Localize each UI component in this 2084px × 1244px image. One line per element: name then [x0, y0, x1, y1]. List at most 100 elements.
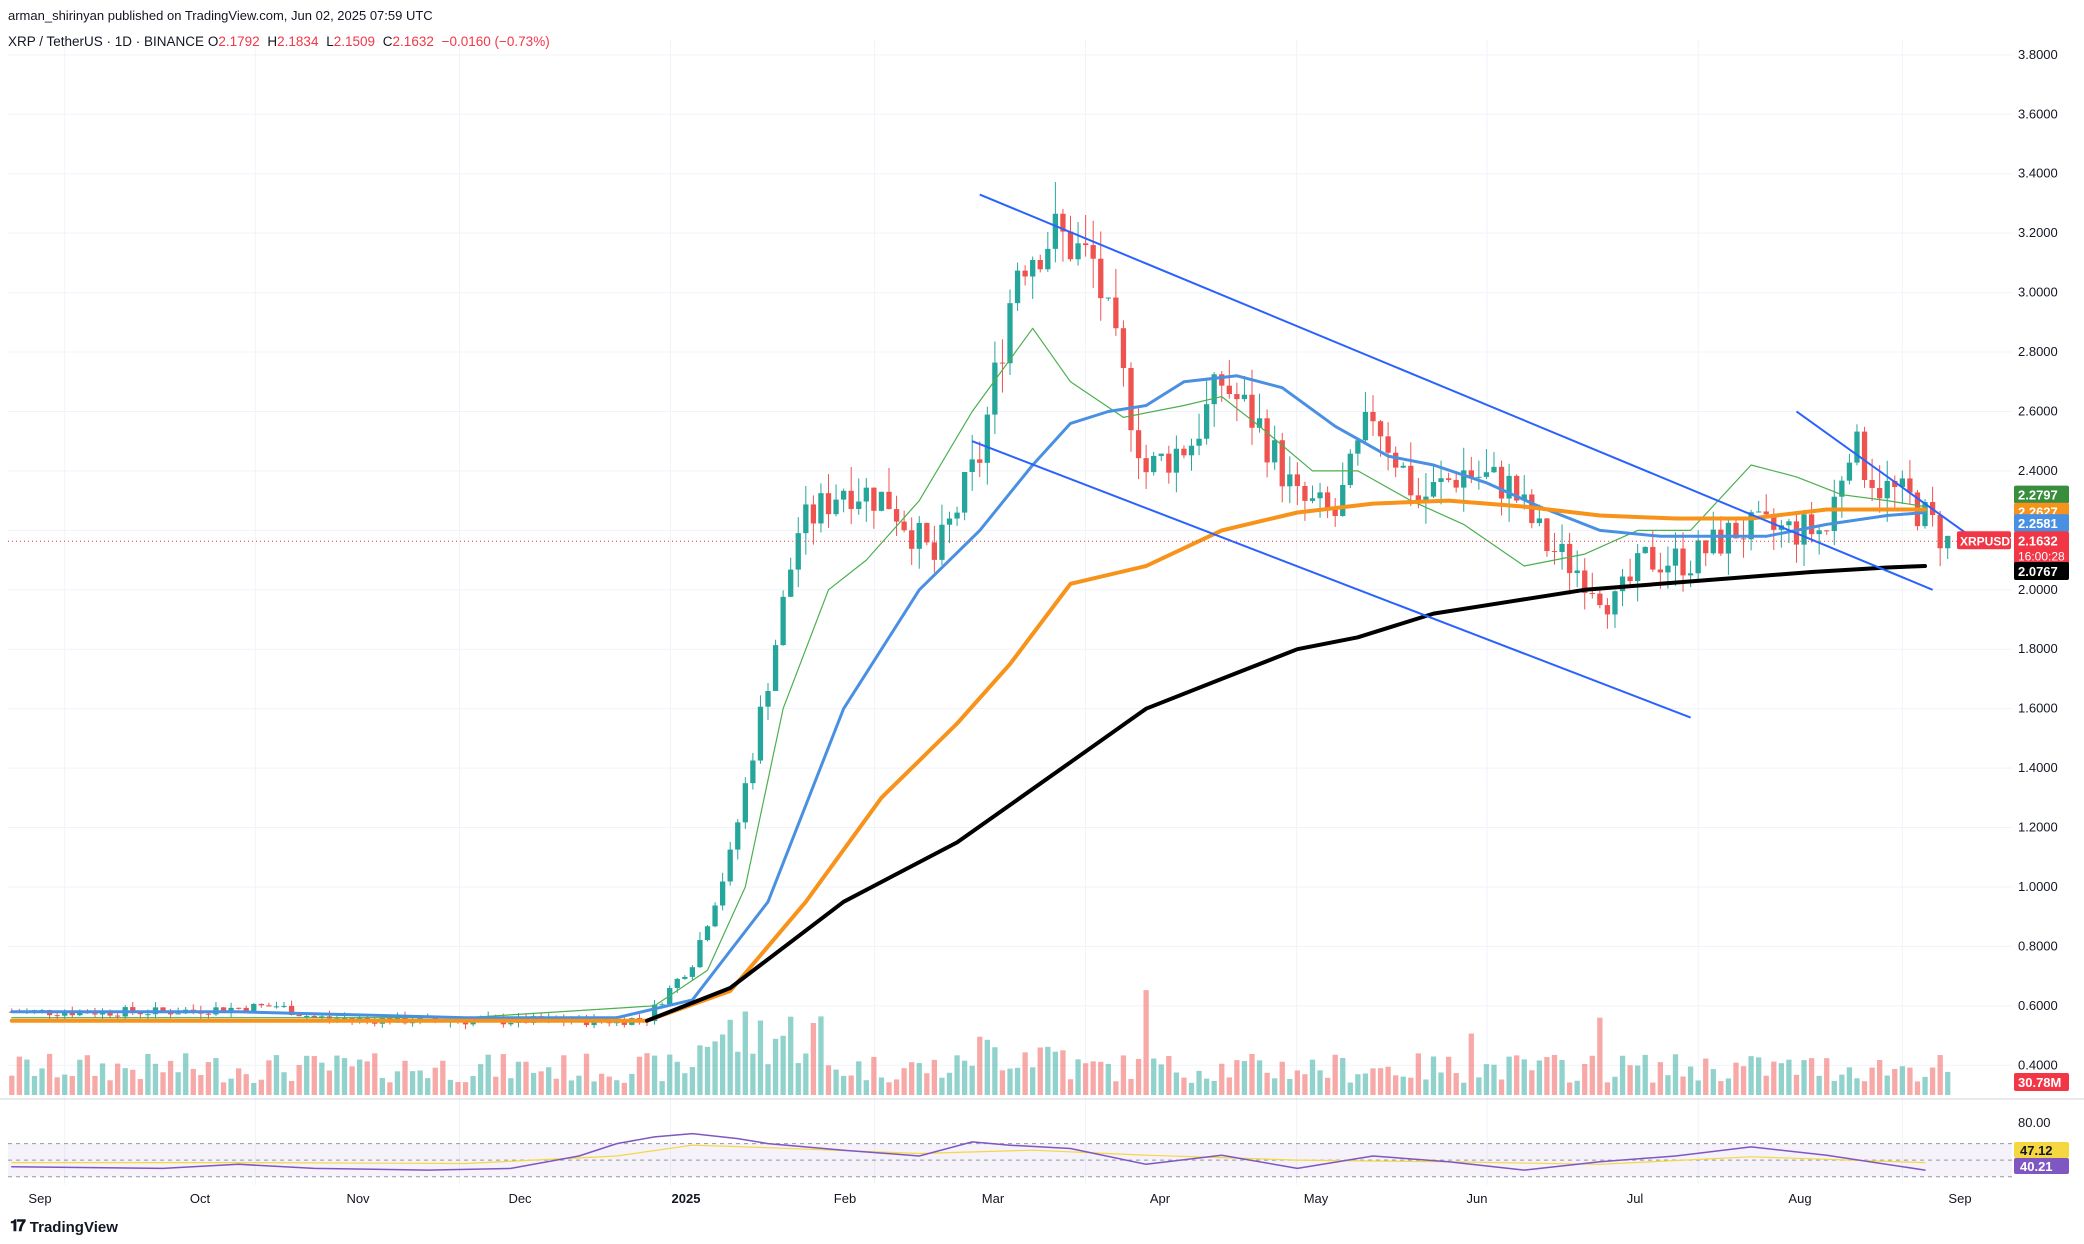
candle [1589, 572, 1595, 599]
volume-bar [1801, 1060, 1807, 1095]
low-value: 2.1509 [333, 34, 376, 49]
volume-bar [712, 1041, 718, 1095]
publisher-line: arman_shirinyan published on TradingView… [8, 8, 433, 23]
price-axis-tick: 1.2000 [2018, 820, 2058, 835]
volume-axis-label: 30.78M [2014, 1073, 2069, 1091]
volume-bar [1816, 1075, 1822, 1095]
candle [795, 517, 801, 588]
candle-body [1090, 245, 1096, 259]
volume-bar [167, 1060, 174, 1095]
volume-bar [1249, 1053, 1255, 1095]
volume-bar [387, 1082, 393, 1095]
candle-body [1256, 418, 1263, 428]
volume-bar [1408, 1077, 1414, 1095]
tradingview-logo[interactable]: 𝟏𝟕 TradingView [10, 1218, 118, 1236]
candle [1635, 543, 1641, 602]
volume-bar [500, 1054, 506, 1095]
candle-body [296, 1015, 302, 1017]
candle-body [115, 1015, 121, 1017]
candle-body [719, 881, 726, 906]
volume-bar [1877, 1060, 1883, 1095]
volume-bar [523, 1061, 529, 1095]
candle-body [1589, 593, 1595, 595]
volume-bar [1627, 1065, 1633, 1095]
volume-bar [1461, 1082, 1467, 1095]
symbol-name[interactable]: XRP / TetherUS · 1D · BINANCE [8, 34, 205, 49]
volume-bar [1529, 1070, 1535, 1095]
volume-bar [546, 1067, 552, 1095]
candle [780, 590, 786, 646]
volume-bar [1196, 1070, 1202, 1095]
symbol-tag-text: XRPUSDT [1960, 534, 2018, 548]
candle-body [674, 978, 680, 988]
price-tag-bg [2014, 485, 2069, 504]
candle [999, 339, 1006, 393]
volume-bar [1650, 1082, 1656, 1095]
volume-bar [969, 1065, 975, 1095]
volume-bar [1377, 1068, 1384, 1095]
candle-body [1287, 474, 1293, 487]
candle-body [311, 1015, 317, 1018]
candle [1082, 215, 1089, 257]
candle [1695, 530, 1701, 582]
volume-bar [379, 1077, 385, 1095]
candle-body [871, 487, 877, 511]
candle-body [356, 1017, 363, 1020]
candle [1937, 510, 1943, 567]
candle [1476, 460, 1482, 490]
candle-body [145, 1014, 151, 1016]
candle-body [1566, 543, 1573, 574]
volume-bar [1279, 1061, 1285, 1095]
volume-bar [198, 1075, 204, 1095]
candle-body [1324, 492, 1331, 508]
candle-body [273, 1006, 280, 1008]
volume-bar [553, 1078, 559, 1095]
price-axis-tick: 1.4000 [2018, 760, 2058, 775]
price-tag-bg [2014, 514, 2069, 533]
candle-body [1400, 465, 1406, 468]
volume-bar [16, 1056, 22, 1095]
price-axis-label-ma_mid: 2.2581 [2014, 514, 2069, 533]
candle-body [1536, 518, 1543, 524]
volume-bar [236, 1068, 242, 1095]
candle-body [1022, 270, 1028, 277]
candle [1151, 451, 1157, 476]
candle [893, 495, 900, 536]
volume-bar [848, 1075, 854, 1095]
candle-body [1377, 421, 1384, 437]
volume-bar [530, 1072, 537, 1095]
candle [1854, 424, 1860, 466]
volume-bar [1733, 1062, 1739, 1095]
open-value: 2.1792 [218, 34, 260, 49]
volume-bar [145, 1053, 151, 1095]
volume-bar [1272, 1078, 1278, 1095]
volume-bar [651, 1055, 658, 1095]
candle-body [893, 509, 900, 522]
candle-body [901, 521, 907, 531]
price-axis-tick: 0.8000 [2018, 938, 2058, 953]
volume-bar [939, 1077, 945, 1095]
candle [1135, 408, 1142, 480]
volume-bar [409, 1071, 416, 1095]
volume-bar [735, 1051, 741, 1095]
volume-bar [1665, 1075, 1671, 1095]
rsi-tag-value: 47.12 [2020, 1143, 2053, 1158]
candle [1355, 439, 1361, 466]
volume-bar [1045, 1046, 1051, 1095]
volume-bar [591, 1081, 597, 1095]
volume-bar [1060, 1050, 1066, 1095]
candle [273, 1001, 280, 1009]
candle [939, 504, 945, 566]
candle-body [1453, 479, 1459, 488]
volume-bar [1211, 1080, 1217, 1095]
candle-body [62, 1012, 68, 1016]
volume-bar [697, 1045, 703, 1095]
candle-body [1907, 478, 1913, 493]
volume-bar [825, 1065, 832, 1095]
candle-body [742, 783, 748, 823]
volume-bar [402, 1060, 408, 1095]
volume-bar [440, 1060, 446, 1095]
volume-bar [54, 1077, 60, 1095]
volume-bar [1234, 1060, 1240, 1095]
